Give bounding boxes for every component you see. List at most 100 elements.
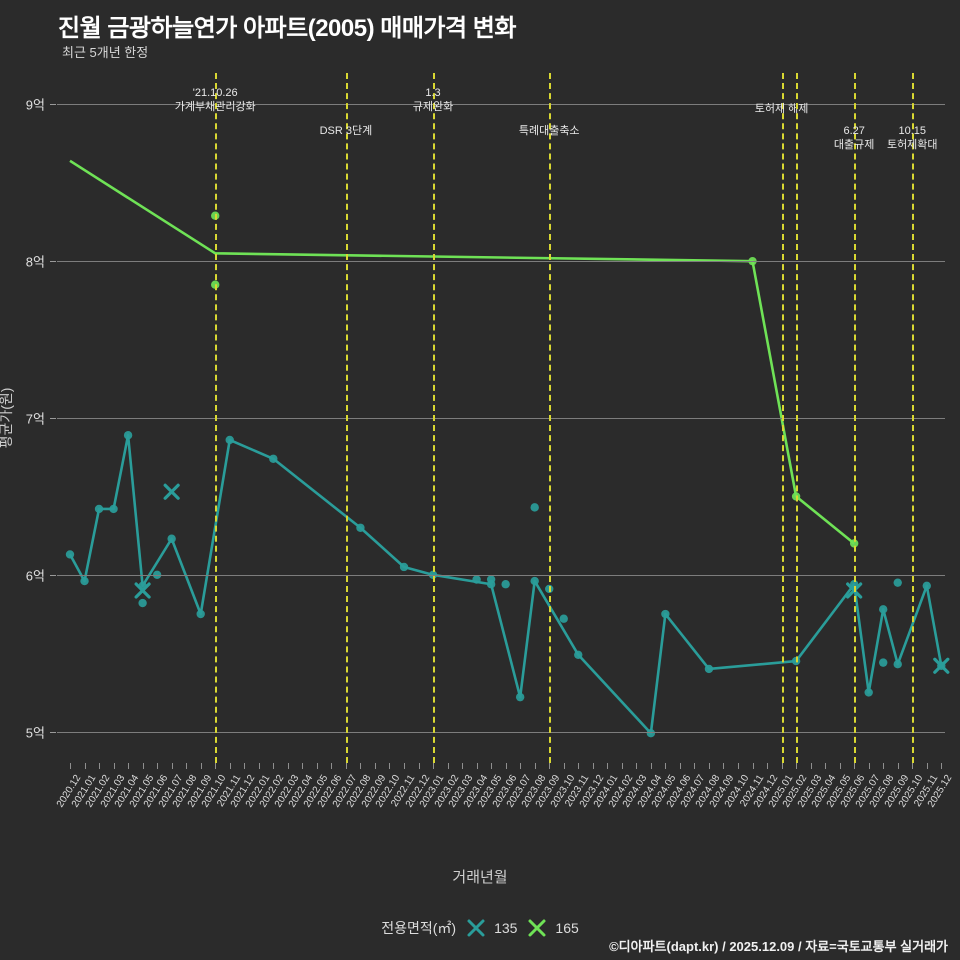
x-tick-mark: [723, 763, 725, 769]
x-tick-mark: [462, 763, 464, 769]
legend-item-135[interactable]: 135: [466, 918, 517, 938]
x-tick-mark: [128, 763, 130, 769]
data-point-135[interactable]: [486, 575, 496, 584]
y-axis-label: 평균가(원): [0, 387, 14, 449]
gridline: [57, 104, 945, 106]
x-tick-mark: [229, 763, 231, 769]
x-tick-mark: [767, 763, 769, 769]
x-tick-mark: [447, 763, 449, 769]
x-tick-mark: [99, 763, 101, 769]
data-point-135[interactable]: [109, 504, 118, 514]
data-point-135[interactable]: [864, 688, 873, 697]
data-point-135[interactable]: [559, 614, 568, 623]
annotation-label: 토허제 해제: [754, 103, 809, 115]
x-tick-mark: [476, 763, 478, 769]
x-marker-135: [134, 582, 151, 599]
y-tick-label: 6억: [25, 568, 45, 584]
x-tick-mark: [563, 763, 565, 769]
y-tick-mark: [50, 731, 56, 733]
annotation-vline: [215, 73, 218, 763]
x-tick-mark: [374, 763, 376, 769]
x-tick-mark: [491, 763, 493, 769]
data-point-135[interactable]: [65, 550, 75, 559]
x-tick-mark: [200, 763, 202, 769]
x-tick-mark: [578, 763, 580, 769]
x-tick-mark: [607, 763, 609, 769]
data-point-135[interactable]: [893, 660, 902, 669]
legend-item-165[interactable]: 165: [527, 918, 579, 938]
x-tick-mark: [273, 763, 275, 769]
data-point-135[interactable]: [530, 576, 539, 586]
data-point-135[interactable]: [879, 605, 888, 614]
x-tick-mark: [549, 763, 551, 769]
data-point-135[interactable]: [225, 435, 234, 445]
x-tick-mark: [796, 763, 798, 769]
x-tick-mark: [868, 763, 870, 769]
x-tick-mark: [752, 763, 754, 769]
data-point-135[interactable]: [515, 692, 525, 702]
y-tick-label: 9억: [25, 97, 45, 113]
gridline: [57, 731, 945, 733]
x-tick-mark: [839, 763, 841, 769]
y-tick-label: 7억: [25, 411, 45, 427]
data-point-135[interactable]: [167, 534, 176, 543]
annotation-label: 6.27 대출규제: [833, 125, 875, 151]
x-tick-mark: [897, 763, 899, 769]
x-tick-mark: [433, 763, 435, 769]
x-tick-mark: [302, 763, 304, 769]
legend: 전용면적(㎡) 135 165: [0, 918, 960, 938]
x-tick-mark: [84, 763, 86, 769]
x-tick-mark: [418, 763, 420, 769]
data-point-135[interactable]: [269, 454, 278, 463]
data-point-135[interactable]: [704, 664, 714, 674]
data-point-135[interactable]: [661, 609, 670, 619]
x-tick-mark: [665, 763, 667, 769]
annotation-vline: [912, 73, 915, 763]
data-point-135[interactable]: [138, 598, 147, 608]
data-point-135[interactable]: [196, 609, 205, 619]
data-point-135[interactable]: [472, 575, 481, 584]
data-point-135[interactable]: [501, 580, 510, 589]
gridline: [57, 418, 945, 419]
x-tick-mark: [854, 763, 856, 769]
x-tick-mark: [708, 763, 710, 769]
x-axis-label: 거래년월: [452, 869, 508, 886]
data-point-135[interactable]: [94, 504, 104, 514]
data-point-135[interactable]: [356, 523, 365, 532]
x-tick-mark: [912, 763, 914, 769]
x-tick-mark: [636, 763, 638, 769]
y-tick-mark: [50, 418, 56, 419]
data-point-135[interactable]: [879, 658, 888, 667]
annotation-vline: [549, 73, 552, 763]
x-tick-mark: [403, 763, 405, 769]
y-tick-mark: [50, 104, 56, 106]
data-point-135[interactable]: [646, 729, 656, 738]
data-point-135[interactable]: [574, 650, 583, 659]
data-point-135[interactable]: [893, 578, 902, 587]
x-tick-mark: [171, 763, 173, 769]
x-tick-mark: [926, 763, 928, 769]
y-tick-label: 5억: [25, 725, 45, 741]
x-tick-mark: [113, 763, 115, 769]
annotation-label: 특례대출축소: [518, 125, 580, 137]
data-point-135[interactable]: [123, 431, 133, 440]
x-tick-mark: [244, 763, 246, 769]
data-point-135[interactable]: [80, 576, 89, 586]
legend-x-icon-135: [467, 919, 485, 937]
x-tick-mark: [737, 763, 739, 769]
legend-x-icon-165: [528, 919, 546, 937]
x-tick-mark: [781, 763, 783, 769]
data-point-135[interactable]: [922, 581, 931, 590]
annotation-label: '21.10.26 가계부채관리강화: [174, 87, 256, 113]
data-point-135[interactable]: [399, 562, 409, 572]
x-tick-mark: [941, 763, 943, 769]
gridline: [57, 574, 945, 576]
x-tick-mark: [186, 763, 188, 769]
x-tick-mark: [505, 763, 507, 769]
plot-area: 9억 8억 7억 6억 5억 2020.12 2021.01 2021.02 2021.03 20…: [26, 73, 955, 809]
y-tick-mark: [50, 574, 56, 576]
data-point-135[interactable]: [530, 503, 539, 512]
x-tick-mark: [70, 763, 71, 769]
x-tick-mark: [389, 763, 391, 769]
